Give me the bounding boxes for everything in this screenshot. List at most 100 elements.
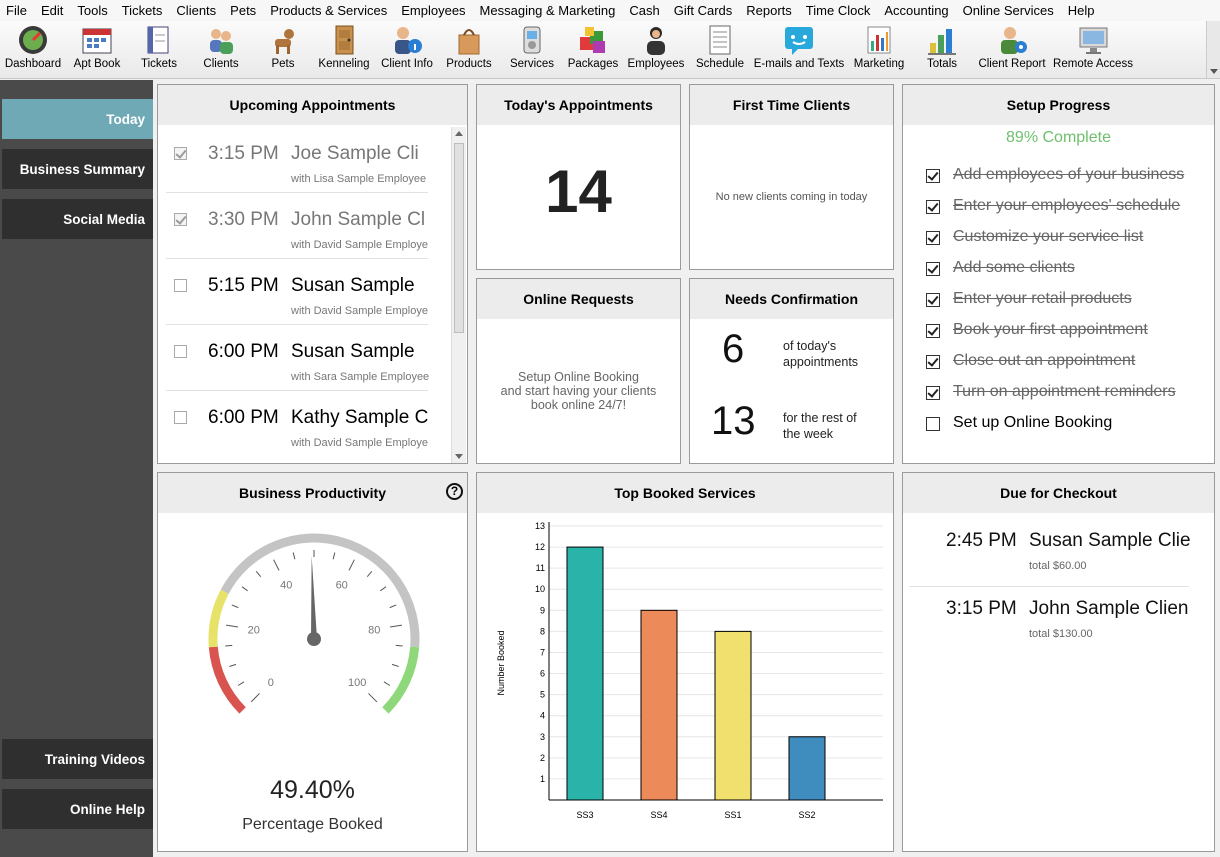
gauge-tick-label: 0 (268, 677, 274, 689)
top-booked-services-panel: Top Booked Services 1 2 3 4 5 6 7 8 9 10 11 12 13 SS3… (476, 472, 894, 852)
setup-step-checkbox[interactable] (926, 200, 940, 214)
bar-ss1 (714, 630, 752, 801)
checkout-row[interactable]: 3:15 PM John Sample Clien total $130.00 (903, 595, 1214, 661)
toolbar-scroll-button[interactable] (1206, 21, 1220, 78)
toolbar-button-marketing[interactable]: Marketing (854, 23, 904, 78)
week-unconfirmed-label: for the rest of the week (783, 410, 857, 442)
toolbar-button-dashboard[interactable]: Dashboard (5, 23, 61, 78)
toolbar-button-client-report[interactable]: Client Report (978, 23, 1046, 78)
scroll-down-icon[interactable] (455, 454, 463, 459)
y-tick-label: 5 (540, 690, 545, 700)
panel-title: Online Requests (477, 279, 680, 319)
checkout-row[interactable]: 2:45 PM Susan Sample Clie total $60.00 (903, 527, 1214, 593)
toolbar-button-clients[interactable]: Clients (203, 23, 239, 78)
toolbar-button-pets[interactable]: Pets (266, 23, 300, 78)
toolbar-button-label: Totals (926, 58, 958, 70)
toolbar-button-totals[interactable]: Totals (925, 23, 959, 78)
gauge-green-band (382, 646, 420, 714)
toolbar-button-packages[interactable]: Packages (568, 23, 618, 78)
menu-item[interactable]: Help (1067, 3, 1095, 18)
setup-step-checkbox[interactable] (926, 262, 940, 276)
help-icon[interactable]: ? (446, 483, 463, 500)
toolbar-button-label: Dashboard (4, 58, 62, 70)
sidebar-item-online-help[interactable]: Online Help (2, 789, 153, 829)
panel-title: Upcoming Appointments (158, 85, 467, 125)
menu-item[interactable]: Tools (77, 3, 108, 18)
needs-confirmation-panel[interactable]: Needs Confirmation 6 of today's appointm… (689, 278, 894, 464)
menu-item[interactable]: Clients (176, 3, 217, 18)
bar-ss3 (566, 546, 604, 801)
y-tick-label: 9 (540, 605, 545, 615)
menu-item[interactable]: File (6, 3, 27, 18)
setup-step-checkbox[interactable] (926, 355, 940, 369)
toolbar-button-remote-access[interactable]: Remote Access (1053, 23, 1133, 78)
label-line: of today's (783, 339, 837, 353)
toolbar-button-tickets[interactable]: Tickets (141, 23, 177, 78)
toolbar-button-employees[interactable]: Employees (628, 23, 684, 78)
divider (166, 390, 428, 391)
client-report-icon (995, 23, 1029, 57)
toolbar-button-products[interactable]: Products (446, 23, 492, 78)
toolbar-button-apt-book[interactable]: Apt Book (74, 23, 120, 78)
appointment-checkbox[interactable] (174, 147, 187, 160)
toolbar: Dashboard Apt Book Tickets Clients Pets Kenne… (0, 21, 1220, 79)
setup-step-checkbox[interactable] (926, 417, 940, 431)
menu-item[interactable]: Cash (629, 3, 660, 18)
gauge-tick-label: 20 (248, 624, 260, 636)
appointment-row[interactable]: 3:30 PM John Sample Cl with David Sample E… (166, 193, 428, 259)
appointments-scrollbar[interactable] (451, 127, 466, 463)
week-unconfirmed-count: 13 (711, 399, 756, 443)
menu-item[interactable]: Employees (401, 3, 466, 18)
gauge-tick (226, 624, 239, 628)
setup-step-checkbox[interactable] (926, 231, 940, 245)
setup-step-checkbox[interactable] (926, 324, 940, 338)
menu-item[interactable]: Messaging & Marketing (479, 3, 616, 18)
menu-item[interactable]: Tickets (121, 3, 163, 18)
gauge-tick (231, 604, 239, 609)
menu-item[interactable]: Products & Services (270, 3, 388, 18)
setup-step-checkbox[interactable] (926, 169, 940, 183)
toolbar-button-schedule[interactable]: Schedule (696, 23, 744, 78)
gauge-tick (391, 663, 399, 667)
menu-item[interactable]: Pets (230, 3, 257, 18)
gauge-tick (250, 693, 260, 703)
scroll-thumb[interactable] (454, 143, 464, 333)
menu-item[interactable]: Edit (40, 3, 64, 18)
setup-step-checkbox[interactable] (926, 293, 940, 307)
appointment-row[interactable]: 5:15 PM Susan Sample with David Sample Emp… (166, 259, 428, 325)
scale-icon (515, 23, 549, 57)
appointment-row[interactable]: 6:00 PM Kathy Sample C with David Sample E… (166, 391, 428, 457)
scroll-up-icon[interactable] (455, 131, 463, 136)
todays-appointments-panel[interactable]: Today's Appointments 14 (476, 84, 681, 270)
menu-item[interactable]: Gift Cards (673, 3, 733, 18)
toolbar-button-client-info[interactable]: Client Info (381, 23, 433, 78)
menu-item[interactable]: Online Services (962, 3, 1054, 18)
toolbar-button-services[interactable]: Services (510, 23, 554, 78)
online-requests-panel[interactable]: Online Requests Setup Online Booking and… (476, 278, 681, 464)
y-tick-label: 6 (540, 669, 545, 679)
appointment-checkbox[interactable] (174, 279, 187, 292)
appointment-row[interactable]: 6:00 PM Susan Sample with Sara Sample Empl… (166, 325, 429, 391)
setup-step-label: Close out an appointment (953, 352, 1136, 369)
toolbar-button-e-mails-and-texts[interactable]: E-mails and Texts (754, 23, 844, 78)
today-unconfirmed-count: 6 (722, 327, 745, 371)
toolbar-button-kenneling[interactable]: Kenneling (318, 23, 370, 78)
appointment-row[interactable]: 3:15 PM Joe Sample Cli with Lisa Sample Em… (166, 127, 428, 193)
menu-item[interactable]: Time Clock (805, 3, 871, 18)
appointment-checkbox[interactable] (174, 345, 187, 358)
bar-ss4 (640, 609, 678, 801)
sidebar-item-business-summary[interactable]: Business Summary (2, 149, 153, 189)
setup-step-checkbox[interactable] (926, 386, 940, 400)
appointment-checkbox[interactable] (174, 411, 187, 424)
checkout-total: total $60.00 (1029, 560, 1087, 572)
productivity-gauge: 0 20 40 60 80 100 (208, 533, 420, 714)
checkout-time: 3:15 PM (946, 598, 1017, 619)
gauge-tick (237, 681, 245, 686)
menu-item[interactable]: Reports (746, 3, 792, 18)
sidebar-item-social-media[interactable]: Social Media (2, 199, 153, 239)
sidebar-item-today[interactable]: Today (2, 99, 153, 139)
menu-item[interactable]: Accounting (884, 3, 949, 18)
appointment-client: Susan Sample (291, 341, 415, 362)
appointment-checkbox[interactable] (174, 213, 187, 226)
sidebar-item-training-videos[interactable]: Training Videos (2, 739, 153, 779)
